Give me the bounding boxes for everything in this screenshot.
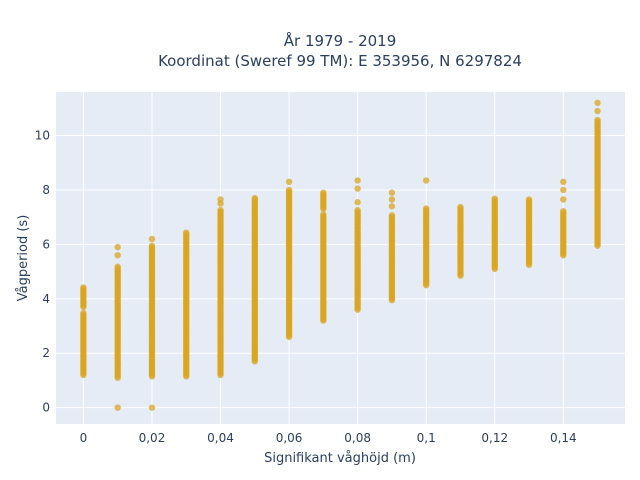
y-axis-title: Vågperiod (s)	[16, 215, 31, 302]
data-point	[251, 194, 259, 202]
data-point	[388, 189, 396, 196]
x-tick-labels: 0 0,02 0,04 0,06 0,08 0,1 0,12 0,14	[80, 431, 577, 445]
data-point	[457, 203, 464, 211]
data-point	[594, 116, 601, 124]
data-point	[320, 211, 327, 218]
data-points	[80, 99, 601, 411]
y-tick-label: 6	[42, 237, 50, 251]
x-tick-label: 0,14	[550, 431, 577, 445]
data-point	[422, 205, 430, 212]
data-point	[285, 178, 293, 186]
data-point	[80, 284, 87, 291]
x-axis-title: Signifikant våghöjd (m)	[264, 451, 416, 466]
data-point	[148, 242, 156, 249]
x-tick-label: 0,12	[481, 431, 508, 445]
x-tick-label: 0,08	[344, 431, 371, 445]
data-point	[217, 196, 224, 203]
y-tick-label: 0	[42, 401, 50, 415]
data-point	[594, 107, 601, 115]
data-point	[217, 206, 224, 214]
data-point	[560, 186, 567, 194]
data-point	[354, 177, 361, 184]
data-point	[183, 229, 190, 236]
data-point	[114, 243, 121, 251]
y-tick-labels: 0 2 4 6 8 10	[35, 129, 50, 415]
data-point	[594, 99, 601, 107]
x-tick-label: 0,1	[417, 431, 436, 445]
data-point	[148, 404, 156, 411]
data-point	[114, 404, 121, 411]
data-point	[560, 196, 567, 203]
plot-area	[56, 92, 625, 424]
data-point	[354, 206, 361, 214]
data-point	[491, 195, 498, 202]
y-tick-label: 4	[42, 292, 50, 306]
chart-title-line-2: Koordinat (Sweref 99 TM): E 353956, N 62…	[158, 52, 522, 70]
chart-title-line-1: År 1979 - 2019	[284, 31, 397, 50]
data-point	[388, 203, 396, 210]
y-tick-label: 10	[35, 129, 50, 143]
data-point	[114, 263, 121, 270]
data-point	[285, 186, 293, 194]
data-point	[388, 196, 396, 203]
y-tick-label: 8	[42, 183, 50, 197]
data-point	[560, 207, 567, 215]
data-point	[114, 252, 121, 259]
x-tick-label: 0,04	[207, 431, 234, 445]
data-point	[560, 178, 567, 186]
data-point	[422, 177, 430, 184]
y-tick-label: 2	[42, 346, 50, 360]
data-point	[354, 185, 361, 192]
x-tick-label: 0,02	[139, 431, 166, 445]
x-tick-label: 0,06	[276, 431, 303, 445]
data-point	[354, 199, 361, 206]
data-point	[80, 309, 87, 317]
x-tick-label: 0	[80, 431, 88, 445]
data-point	[525, 196, 533, 203]
data-point	[388, 212, 396, 219]
data-point	[148, 235, 156, 243]
data-point	[320, 189, 327, 196]
